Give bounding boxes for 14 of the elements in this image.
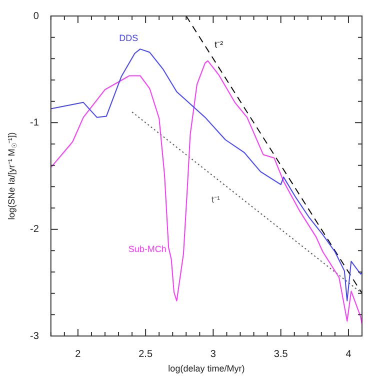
x-tick-label: 3 (210, 348, 216, 360)
series-label: t⁻² (214, 39, 224, 50)
series-label: t⁻¹ (212, 194, 220, 204)
x-tick-label: 2 (75, 348, 82, 360)
y-tick-label: -2 (30, 224, 40, 236)
series-label: DDS (119, 32, 138, 43)
x-axis-title: log(delay time/Myr) (168, 363, 245, 374)
y-tick-label: -3 (30, 330, 40, 342)
x-tick-label: 4 (346, 348, 352, 360)
x-tick-label: 3.5 (274, 348, 288, 360)
y-tick-label: -1 (30, 117, 40, 128)
y-tick-label: 0 (33, 10, 40, 22)
x-tick-label: 2.5 (138, 348, 153, 360)
series-label: Sub-MCh (128, 244, 166, 254)
